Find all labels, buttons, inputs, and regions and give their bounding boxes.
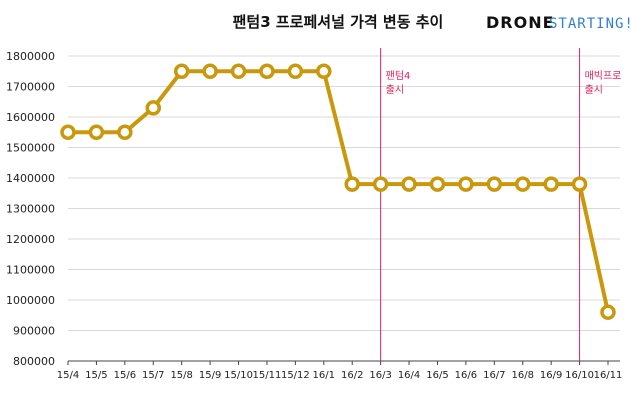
data-point bbox=[372, 176, 389, 192]
x-tick-label: 16/4 bbox=[398, 370, 420, 381]
x-tick-label: 16/1 bbox=[313, 370, 335, 381]
annotation-label: 매빅프로 bbox=[585, 70, 622, 82]
data-point bbox=[458, 176, 474, 192]
data-point bbox=[486, 176, 503, 192]
x-tick-label: 15/9 bbox=[199, 370, 221, 381]
data-point bbox=[145, 100, 162, 116]
y-tick-label: 1800000 bbox=[6, 50, 55, 63]
y-tick-label: 900000 bbox=[13, 325, 55, 338]
x-tick-label: 16/2 bbox=[341, 370, 363, 381]
y-tick-label: 1100000 bbox=[6, 264, 55, 277]
data-point bbox=[202, 63, 218, 79]
data-point bbox=[60, 124, 76, 140]
x-tick-label: 16/10 bbox=[565, 370, 594, 381]
y-tick-label: 1600000 bbox=[6, 111, 55, 124]
brand-logo-sub: STARTING! bbox=[549, 16, 631, 32]
grid-lines bbox=[68, 55, 620, 362]
y-tick-label: 1700000 bbox=[6, 81, 55, 94]
annotation-label: 팬텀4 bbox=[386, 70, 411, 82]
data-point bbox=[117, 124, 133, 140]
data-point bbox=[259, 63, 275, 79]
data-point bbox=[429, 176, 446, 192]
x-tick-label: 16/3 bbox=[369, 370, 391, 381]
x-tick-label: 16/6 bbox=[455, 370, 477, 381]
y-axis-ticks: 800000 900000 1000000 1100000 1200000 1300000… bbox=[6, 50, 55, 368]
annotation-label: 출시 bbox=[585, 84, 603, 96]
x-tick-label: 15/7 bbox=[142, 370, 164, 381]
data-point bbox=[173, 63, 190, 79]
brand-logo-main: DRONE bbox=[486, 13, 555, 32]
x-tick-label: 16/7 bbox=[483, 370, 505, 381]
y-tick-label: 1500000 bbox=[6, 142, 55, 155]
data-point bbox=[571, 176, 588, 192]
data-point bbox=[600, 304, 616, 320]
chart-title: 팬텀3 프로페셔널 가격 변동 추이 bbox=[233, 13, 444, 31]
x-tick-label: 15/8 bbox=[170, 370, 192, 381]
x-tick-label: 15/5 bbox=[85, 370, 107, 381]
x-tick-label: 15/11 bbox=[253, 370, 282, 381]
y-tick-label: 1300000 bbox=[6, 203, 55, 216]
brand-logo: DRONE STARTING! bbox=[486, 13, 631, 32]
x-tick-label: 15/4 bbox=[57, 370, 79, 381]
x-tick-label: 15/10 bbox=[224, 370, 253, 381]
annotation-label: 출시 bbox=[386, 84, 404, 96]
y-tick-label: 800000 bbox=[13, 355, 55, 368]
x-tick-label: 16/5 bbox=[426, 370, 448, 381]
x-tick-label: 15/6 bbox=[114, 370, 136, 381]
data-point bbox=[316, 63, 332, 79]
series-price bbox=[60, 63, 616, 320]
x-tick-label: 15/12 bbox=[281, 370, 310, 381]
data-point bbox=[543, 176, 559, 192]
x-tick-label: 16/8 bbox=[512, 370, 534, 381]
data-point bbox=[230, 63, 247, 79]
data-point bbox=[287, 63, 304, 79]
y-tick-label: 1400000 bbox=[6, 172, 55, 185]
data-point bbox=[514, 176, 531, 192]
x-tick-label: 16/11 bbox=[594, 370, 623, 381]
x-axis-ticks: 15/4 15/5 15/6 15/7 15/8 15/9 15/10 15/11 15/12 1… bbox=[57, 361, 623, 381]
x-tick-label: 16/9 bbox=[540, 370, 562, 381]
y-tick-label: 1200000 bbox=[6, 233, 55, 246]
data-point bbox=[344, 176, 360, 192]
data-point bbox=[88, 124, 105, 140]
data-point bbox=[401, 176, 417, 192]
y-tick-label: 1000000 bbox=[6, 294, 55, 307]
